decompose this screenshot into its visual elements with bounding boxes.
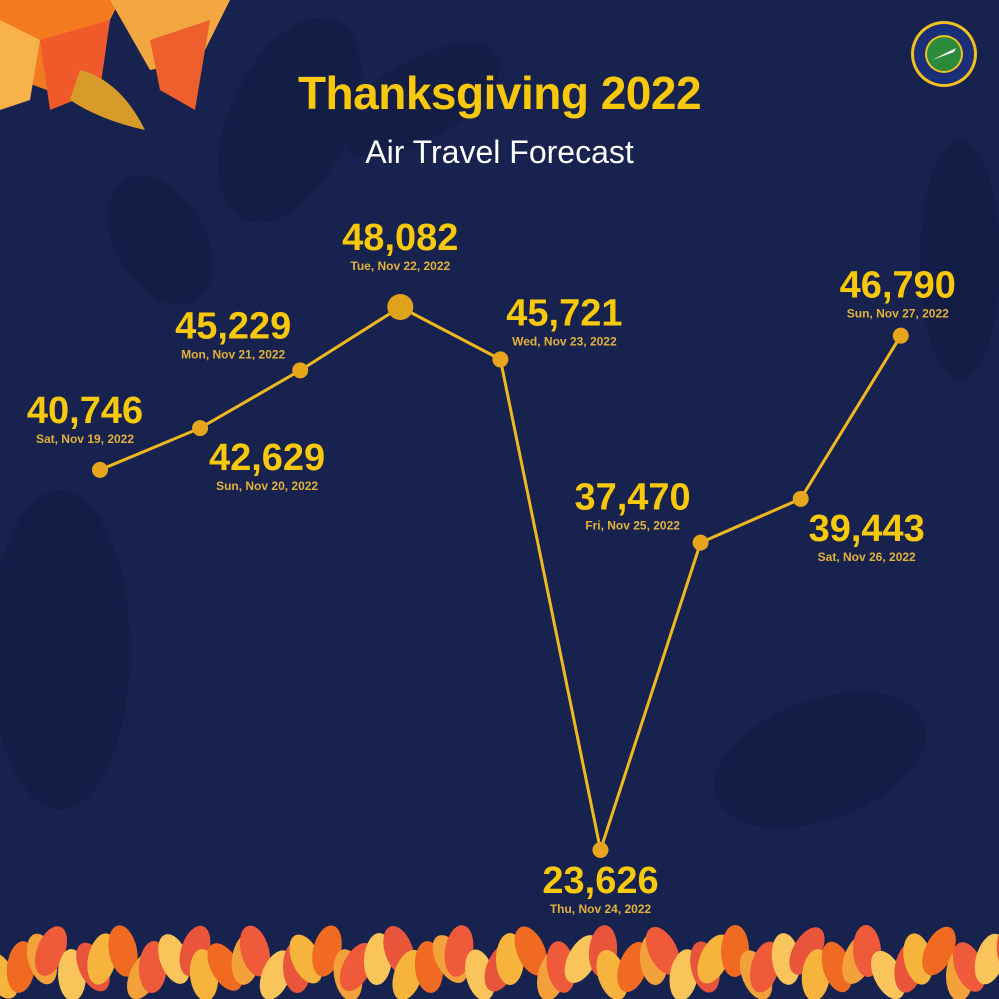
data-value-label: 39,443	[809, 508, 925, 550]
data-date-label: Sun, Nov 27, 2022	[847, 307, 949, 321]
data-point	[492, 351, 509, 368]
page-title: Thanksgiving 2022	[297, 67, 702, 119]
data-value-label: 45,721	[506, 292, 622, 334]
data-value-label: 46,790	[840, 265, 956, 307]
data-date-label: Wed, Nov 23, 2022	[512, 334, 617, 348]
series-line	[99, 305, 903, 856]
data-date-label: Thu, Nov 24, 2022	[550, 902, 652, 916]
data-value-label: 37,470	[574, 477, 690, 519]
data-date-label: Sun, Nov 20, 2022	[216, 479, 318, 493]
data-point	[692, 534, 709, 551]
faa-logo	[911, 21, 977, 87]
data-date-label: Fri, Nov 25, 2022	[585, 519, 680, 533]
data-point	[792, 490, 809, 507]
data-point	[892, 327, 909, 344]
data-value-label: 42,629	[209, 437, 325, 479]
page-subtitle: Air Travel Forecast	[365, 134, 634, 170]
data-point	[592, 842, 609, 858]
data-value-label: 45,229	[175, 305, 291, 347]
data-point	[92, 461, 108, 478]
data-date-label: Sat, Nov 19, 2022	[36, 432, 134, 446]
data-value-label: 23,626	[542, 860, 658, 902]
data-date-label: Tue, Nov 22, 2022	[350, 259, 450, 273]
data-date-label: Sat, Nov 26, 2022	[818, 550, 916, 564]
bottom-leaves	[0, 925, 999, 999]
data-point	[192, 420, 209, 437]
data-value-label: 48,082	[342, 217, 458, 259]
data-point	[292, 362, 309, 379]
top-left-leaves	[0, 0, 230, 130]
data-value-label: 40,746	[27, 390, 143, 432]
data-date-label: Mon, Nov 21, 2022	[181, 347, 285, 361]
data-point	[387, 294, 414, 320]
